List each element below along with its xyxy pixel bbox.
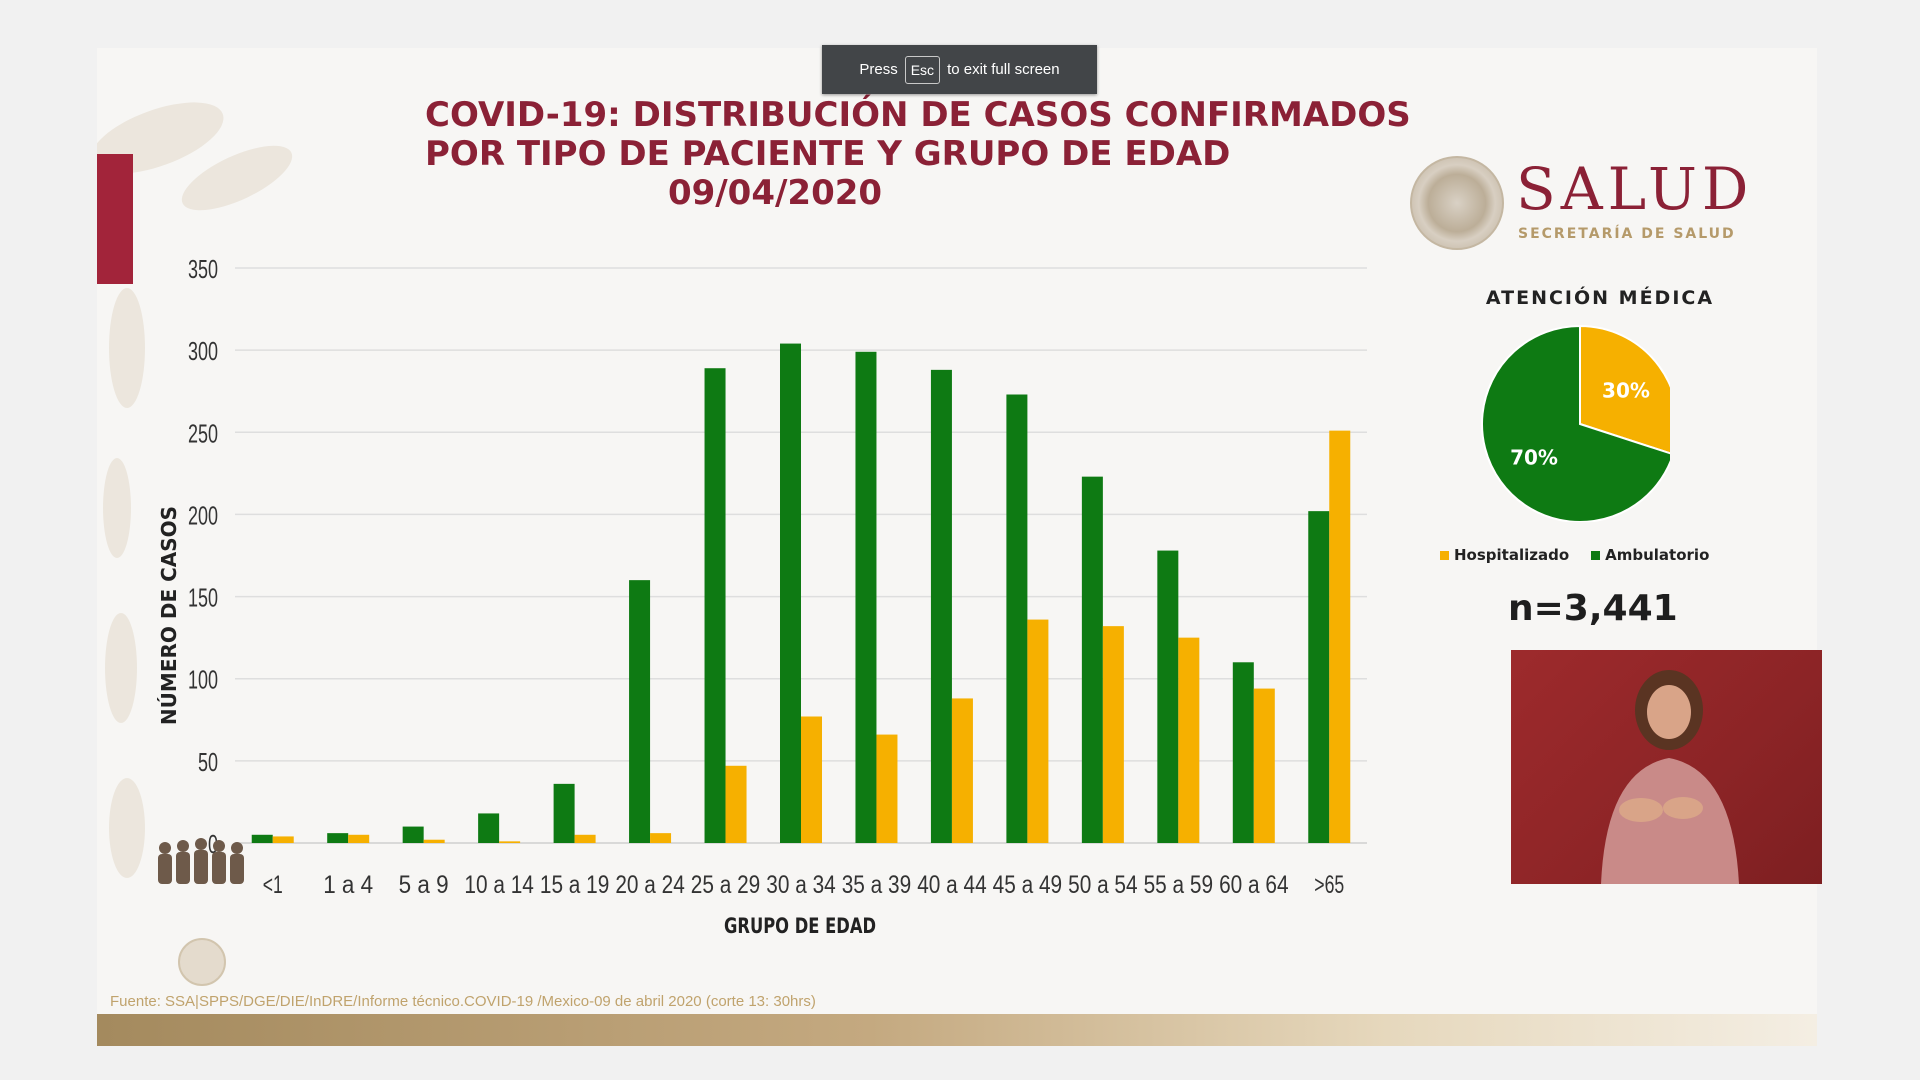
x-tick-label: <1 — [263, 871, 283, 899]
bar-ambulatorio — [1081, 476, 1103, 843]
accent-red-bar — [97, 154, 133, 284]
bar-hospitalizado — [348, 834, 370, 843]
bar-hospitalizado — [876, 734, 898, 843]
pie-title: ATENCIÓN MÉDICA — [1485, 287, 1715, 309]
title-line-3: 09/04/2020 — [667, 173, 883, 213]
bar-ambulatorio — [478, 813, 500, 843]
national-seal-icon — [1410, 156, 1504, 250]
y-tick-label: 250 — [188, 418, 218, 448]
legend-swatch-ambulatorio — [1591, 550, 1601, 560]
x-tick-label: 55 a 59 — [1144, 871, 1213, 899]
bar-ambulatorio — [1006, 394, 1028, 843]
bar-hospitalizado — [272, 836, 294, 843]
interpreter-figure — [1601, 670, 1739, 884]
legend-label-ambulatorio: Ambulatorio — [1605, 546, 1710, 564]
bar-ambulatorio — [855, 351, 877, 843]
bar-ambulatorio — [1232, 662, 1254, 843]
y-tick-label: 200 — [188, 500, 218, 530]
pie-value-label: 30% — [1602, 379, 1650, 403]
bar-ambulatorio — [327, 833, 349, 843]
footer-gold-bar — [97, 1014, 1817, 1046]
x-tick-label: >65 — [1314, 871, 1344, 899]
fullscreen-exit-notice: Press Esc to exit full screen — [822, 45, 1097, 94]
pie-chart: 30% 70% — [1481, 324, 1670, 522]
bar-hospitalizado — [499, 841, 521, 843]
bar-hospitalizado — [1027, 619, 1049, 843]
bar-hospitalizado — [1102, 626, 1124, 843]
x-tick-label: 5 a 9 — [399, 871, 449, 899]
legend-item-ambulatorio: Ambulatorio — [1591, 546, 1709, 564]
small-seal-icon — [178, 938, 226, 986]
x-tick-label: 60 a 64 — [1219, 871, 1289, 899]
bar-ambulatorio — [704, 368, 726, 843]
bar-hospitalizado — [951, 698, 973, 843]
y-tick-label: 100 — [188, 665, 218, 695]
bar-hospitalizado — [801, 716, 822, 843]
speakers-logo — [153, 826, 248, 888]
bar-ambulatorio — [629, 580, 651, 843]
title-line-2: POR TIPO DE PACIENTE Y GRUPO DE EDAD — [425, 134, 1231, 174]
notice-rest: to exit full screen — [947, 61, 1060, 78]
x-tick-label: 20 a 24 — [615, 871, 685, 899]
bar-ambulatorio — [251, 834, 273, 843]
background-pattern — [97, 102, 293, 878]
bar-hospitalizado — [725, 765, 747, 843]
bar-hospitalizado — [650, 833, 672, 843]
pie-value-label: 70% — [1510, 445, 1558, 469]
bar-hospitalizado — [574, 834, 596, 843]
logo-word: SALUD — [1516, 155, 1754, 223]
legend-label-hospitalizado: Hospitalizado — [1454, 546, 1570, 564]
bar-hospitalizado — [1329, 430, 1351, 843]
x-tick-label: 50 a 54 — [1068, 871, 1138, 899]
x-axis-label: GRUPO DE EDAD — [724, 914, 876, 938]
y-tick-label: 300 — [188, 336, 218, 366]
total-cases-label: n=3,441 — [1508, 588, 1678, 629]
bar-hospitalizado — [423, 839, 445, 843]
x-tick-label: 35 a 39 — [842, 871, 911, 899]
x-tick-label: 10 a 14 — [464, 871, 534, 899]
logo-subtitle: SECRETARÍA DE SALUD — [1518, 226, 1736, 242]
bar-ambulatorio — [553, 783, 575, 843]
bar-ambulatorio — [780, 343, 801, 843]
y-tick-label: 350 — [188, 254, 218, 284]
x-tick-label: 25 a 29 — [691, 871, 760, 899]
sign-language-video — [1511, 650, 1822, 884]
bar-ambulatorio — [402, 826, 424, 843]
esc-key[interactable]: Esc — [904, 55, 941, 84]
x-tick-label: 1 a 4 — [323, 871, 373, 899]
source-note: Fuente: SSA|SPPS/DGE/DIE/InDRE/Informe t… — [110, 993, 816, 1010]
y-tick-label: 0 — [208, 829, 218, 859]
x-tick-label: 40 a 44 — [917, 871, 987, 899]
pie-legend: Hospitalizado Ambulatorio — [1440, 546, 1709, 564]
x-tick-label: 30 a 34 — [766, 871, 836, 899]
legend-swatch-hospitalizado — [1440, 550, 1449, 560]
x-tick-label: 45 a 49 — [993, 871, 1062, 899]
bar-hospitalizado — [1178, 637, 1200, 843]
pie-slice-ambulatorio — [1481, 324, 1670, 522]
y-tick-label: 50 — [198, 747, 218, 777]
pie-slice-hospitalizado — [1579, 324, 1670, 455]
bar-hospitalizado — [1253, 688, 1275, 843]
legend-item-hospitalizado: Hospitalizado — [1440, 546, 1569, 564]
bar-ambulatorio — [1157, 550, 1179, 843]
y-axis-label: NÚMERO DE CASOS — [157, 506, 181, 725]
y-tick-label: 150 — [188, 583, 218, 613]
bar-ambulatorio — [930, 369, 952, 843]
bar-ambulatorio — [1308, 511, 1330, 843]
notice-press: Press — [859, 61, 898, 78]
x-tick-label: 15 a 19 — [540, 871, 609, 899]
salud-logo: SALUD SECRETARÍA DE SALUD — [1410, 156, 1770, 256]
